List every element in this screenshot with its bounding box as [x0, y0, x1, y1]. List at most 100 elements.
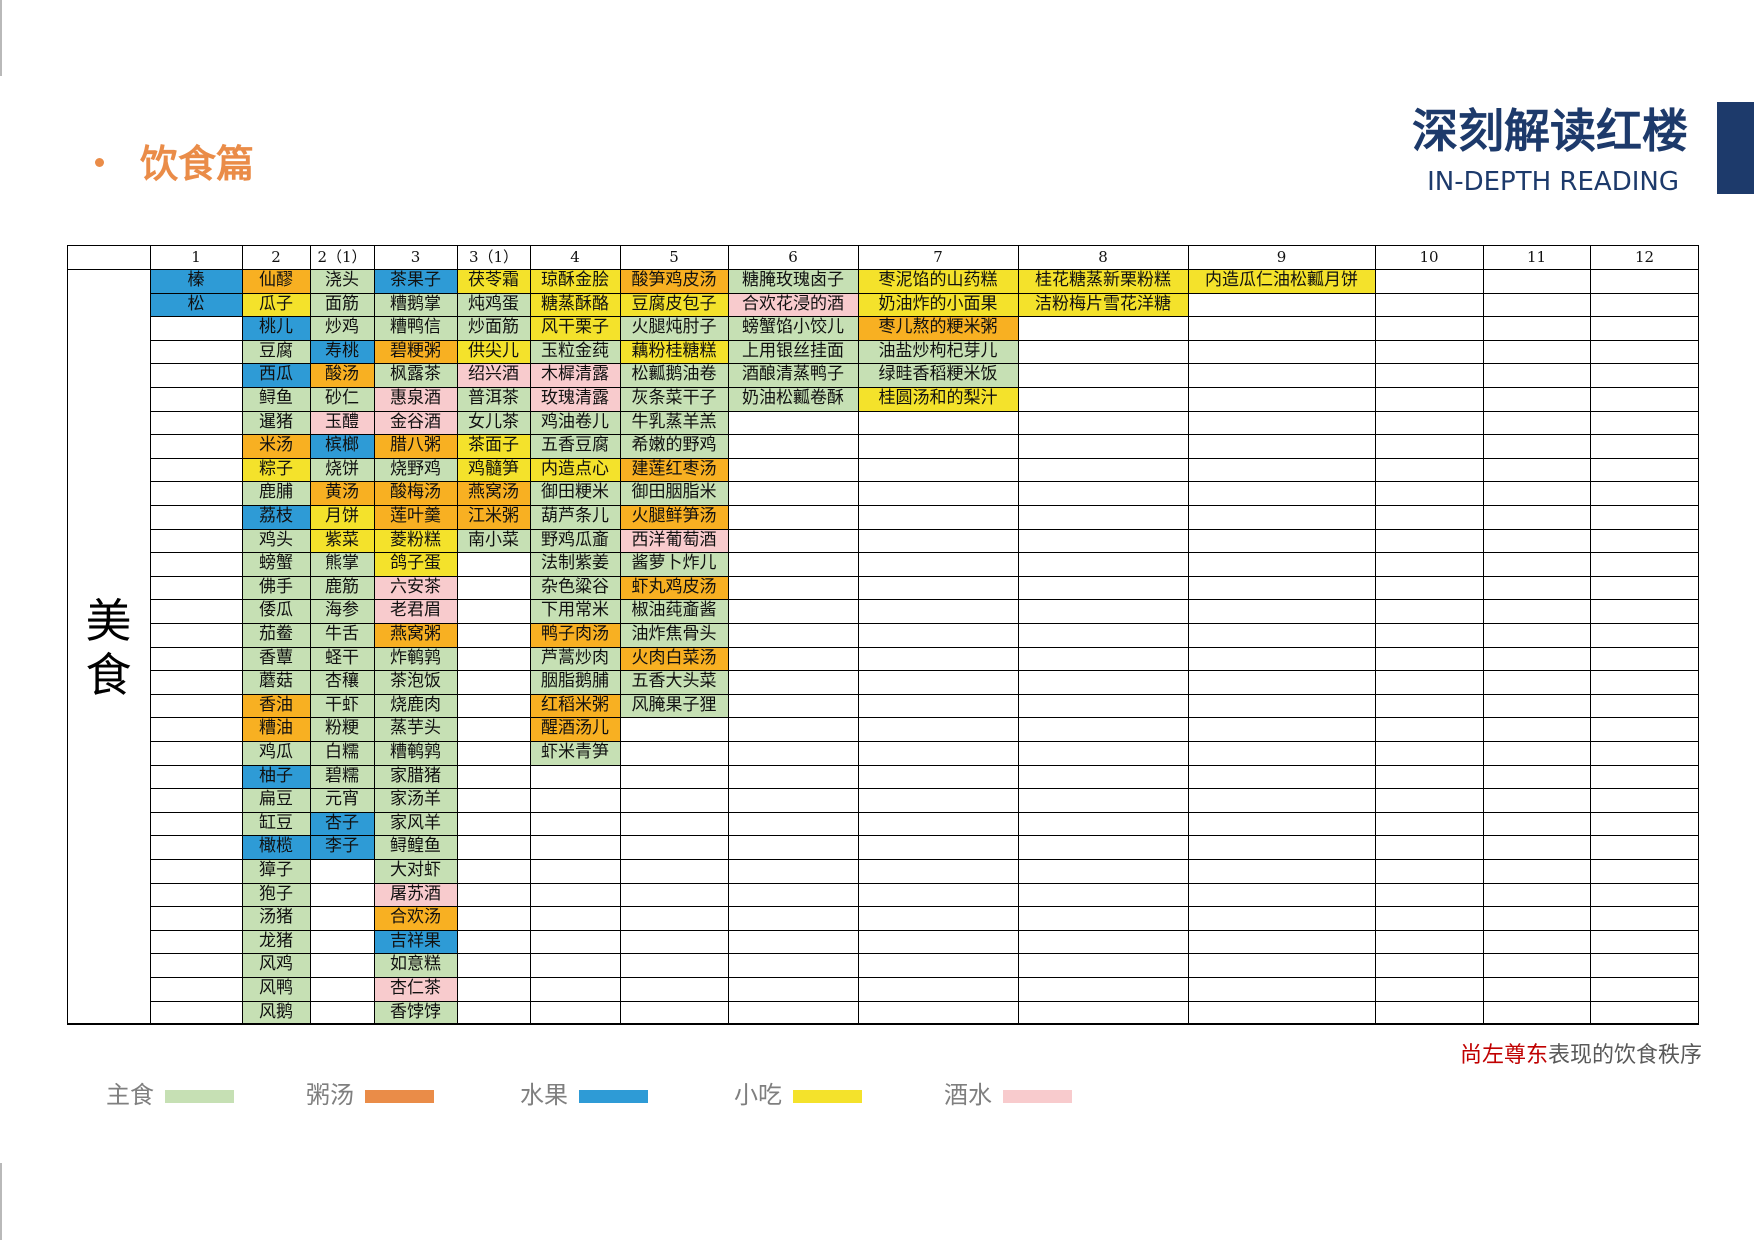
table-rule-horizontal	[150, 835, 1699, 836]
food-cell: 李子	[310, 835, 374, 859]
food-cell: 鸽子蛋	[374, 552, 457, 576]
food-cell: 风鸭	[242, 977, 310, 1001]
food-cell: 风腌果子狸	[620, 693, 728, 718]
legend-label: 主食	[106, 1081, 154, 1109]
table-rule-horizontal	[67, 1023, 1699, 1024]
legend-label: 粥汤	[306, 1081, 354, 1109]
food-cell: 虾米青笋	[530, 741, 620, 765]
table-rule-horizontal	[150, 481, 1699, 482]
table-rule-horizontal	[150, 765, 1699, 766]
table-rule-horizontal	[150, 1001, 1699, 1002]
food-cell: 酒酿清蒸鸭子	[728, 363, 858, 387]
table-rule-horizontal	[150, 741, 1699, 742]
table-rule-vertical	[374, 245, 375, 1024]
table-rule-vertical	[150, 245, 151, 1024]
brand-accent-bar	[1717, 102, 1754, 194]
food-cell: 炖鸡蛋	[457, 292, 530, 317]
food-cell: 香蕈	[242, 646, 310, 671]
brand-title: 深刻解读红楼	[1412, 104, 1688, 158]
food-cell: 豆腐	[242, 339, 310, 364]
food-cell: 牛舌	[310, 623, 374, 647]
food-cell: 虾丸鸡皮汤	[620, 575, 728, 600]
table-rule-horizontal	[150, 670, 1699, 671]
column-header: 2	[271, 248, 281, 266]
legend-label: 小吃	[734, 1081, 782, 1109]
table-rule-horizontal	[150, 812, 1699, 813]
food-cell: 紫菜	[310, 528, 374, 553]
caption-highlight: 尚左尊东	[1459, 1043, 1548, 1068]
food-cell: 浇头	[310, 269, 374, 293]
table-rule-horizontal	[67, 1024, 1699, 1025]
food-cell: 风干栗子	[530, 316, 620, 340]
food-cell: 鸡髓笋	[457, 457, 530, 482]
food-cell: 上用银丝挂面	[728, 339, 858, 364]
food-cell: 扁豆	[242, 788, 310, 812]
food-cell: 鸡头	[242, 528, 310, 553]
food-cell: 醒酒汤儿	[530, 717, 620, 741]
table-rule-horizontal	[150, 340, 1699, 341]
food-cell: 米汤	[242, 434, 310, 458]
column-header: 10	[1419, 248, 1439, 266]
food-cell: 杏仁茶	[374, 977, 457, 1001]
food-cell: 粉粳	[310, 717, 374, 741]
food-cell: 元宵	[310, 788, 374, 812]
food-cell: 木樨清露	[530, 363, 620, 387]
table-rule-horizontal	[150, 977, 1699, 978]
food-cell: 洁粉梅片雪花洋糖	[1018, 292, 1188, 317]
table-rule-vertical	[457, 245, 458, 1024]
table-rule-horizontal	[150, 717, 1699, 718]
caption: 尚左尊东表现的饮食秩序	[1460, 1042, 1702, 1070]
table-rule-horizontal	[150, 694, 1699, 695]
food-cell: 粽子	[242, 457, 310, 482]
food-cell: 牛乳蒸羊羔	[620, 410, 728, 435]
table-rule-horizontal	[150, 458, 1699, 459]
food-cell: 供尖儿	[457, 339, 530, 364]
food-cell: 屠苏酒	[374, 882, 457, 907]
food-cell: 油盐炒枸杞芽儿	[858, 339, 1018, 364]
column-header: 7	[933, 248, 943, 266]
food-cell: 灰条菜干子	[620, 387, 728, 411]
food-cell: 桂花糖蒸新栗粉糕	[1018, 269, 1188, 293]
food-cell: 鸡油卷儿	[530, 410, 620, 435]
food-cell: 家汤羊	[374, 788, 457, 812]
column-header: 3	[410, 248, 421, 266]
table-rule-horizontal	[150, 316, 1699, 317]
food-cell: 合欢汤	[374, 906, 457, 930]
food-cell: 江米粥	[457, 505, 530, 529]
food-cell: 糟鹌鹑	[374, 741, 457, 765]
bullet-dot	[95, 158, 104, 167]
table-rule-horizontal	[150, 647, 1699, 648]
food-cell: 暹猪	[242, 410, 310, 435]
column-header: 2（1）	[317, 248, 367, 266]
page-title: 饮食篇	[140, 142, 255, 186]
food-cell: 蘑菇	[242, 670, 310, 694]
food-cell: 寿桃	[310, 339, 374, 364]
table-rule-horizontal	[150, 505, 1699, 506]
food-cell: 野鸡瓜齑	[530, 528, 620, 553]
table-rule-horizontal	[150, 552, 1699, 553]
food-cell: 月饼	[310, 505, 374, 529]
food-cell: 橄榄	[242, 835, 310, 859]
table-rule-vertical	[1698, 245, 1699, 1024]
brand-block: 深刻解读红楼 IN-DEPTH READING	[1354, 102, 1754, 197]
food-cell: 枣泥馅的山药糕	[858, 269, 1018, 293]
table-rule-vertical	[1483, 245, 1484, 1024]
table-rule-horizontal	[150, 293, 1699, 294]
food-cell: 葫芦条儿	[530, 505, 620, 529]
section-label-char: 食	[85, 647, 132, 702]
food-cell: 胭脂鹅脯	[530, 670, 620, 694]
table-rule-horizontal	[67, 245, 1699, 246]
table-rule-horizontal	[150, 883, 1699, 884]
food-cell: 五香大头菜	[620, 670, 728, 694]
food-cell: 糟鹅掌	[374, 292, 457, 317]
table-rule-vertical	[1018, 245, 1019, 1024]
food-cell: 茶泡饭	[374, 670, 457, 694]
column-header: 11	[1526, 248, 1547, 266]
food-cell: 惠泉酒	[374, 387, 457, 411]
food-cell: 玉醴	[310, 410, 374, 435]
food-cell: 炸鹌鹑	[374, 646, 457, 671]
food-cell: 鲟鱼	[242, 387, 310, 411]
food-cell: 烧饼	[310, 457, 374, 482]
food-cell: 汤猪	[242, 906, 310, 930]
food-cell: 桃儿	[242, 316, 310, 340]
